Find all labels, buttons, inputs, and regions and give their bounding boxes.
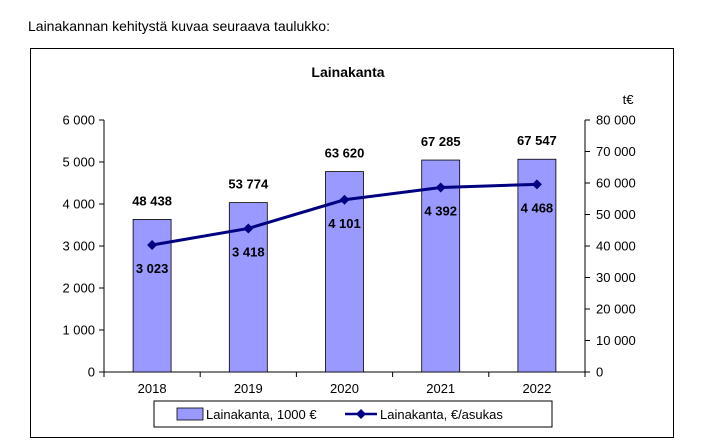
left-tick-label: 2 000 — [62, 281, 95, 296]
line-value-label: 4 392 — [424, 204, 457, 219]
right-axis-unit: t€ — [623, 92, 635, 107]
right-tick-label: 60 000 — [596, 176, 636, 191]
x-tick-label: 2018 — [138, 381, 167, 396]
bar-lainakanta-2022 — [517, 158, 557, 373]
bar-value-label: 48 438 — [132, 193, 172, 208]
x-tick-label: 2020 — [330, 381, 359, 396]
line-point-2019 — [243, 223, 254, 234]
x-tick-label: 2019 — [234, 381, 263, 396]
left-tick-label: 1 000 — [62, 323, 95, 338]
x-tick-label: 2022 — [522, 381, 551, 396]
line-value-label: 3 023 — [136, 261, 169, 276]
right-tick-label: 40 000 — [596, 239, 636, 254]
right-tick-label: 20 000 — [596, 302, 636, 317]
bar-value-label: 67 547 — [517, 133, 557, 148]
intro-text: Lainakannan kehitystä kuvaa seuraava tau… — [28, 18, 330, 34]
line-point-2021 — [435, 182, 446, 193]
right-tick-label: 30 000 — [596, 270, 636, 285]
right-tick-label: 50 000 — [596, 207, 636, 222]
bar-value-label: 53 774 — [228, 177, 269, 192]
left-tick-label: 0 — [88, 365, 95, 380]
line-value-label: 4 468 — [521, 200, 554, 215]
bar-value-label: 63 620 — [325, 146, 365, 161]
bar-value-label: 67 285 — [421, 134, 461, 149]
left-tick-label: 3 000 — [62, 239, 95, 254]
legend-bar-swatch — [176, 407, 204, 421]
right-tick-label: 10 000 — [596, 333, 636, 348]
left-tick-label: 5 000 — [62, 155, 95, 170]
right-tick-label: 80 000 — [596, 113, 636, 128]
bar-lainakanta-2021 — [421, 159, 461, 373]
line-value-label: 3 418 — [232, 244, 265, 259]
line-point-2018 — [147, 240, 158, 251]
line-point-2022 — [531, 179, 542, 190]
line-point-2020 — [339, 194, 350, 205]
line-value-label: 4 101 — [328, 216, 361, 231]
left-tick-label: 4 000 — [62, 197, 95, 212]
legend-line-marker — [356, 409, 366, 419]
left-tick-label: 6 000 — [62, 113, 95, 128]
legend-bar-label: Lainakanta, 1000 € — [206, 407, 317, 422]
legend-line-label: Lainakanta, €/asukas — [380, 407, 503, 422]
right-tick-label: 70 000 — [596, 144, 636, 159]
right-tick-label: 0 — [596, 365, 603, 380]
x-tick-label: 2021 — [426, 381, 455, 396]
legend: Lainakanta, 1000 € Lainakanta, €/asukas — [153, 400, 553, 428]
chart-title: Lainakanta — [311, 64, 384, 80]
